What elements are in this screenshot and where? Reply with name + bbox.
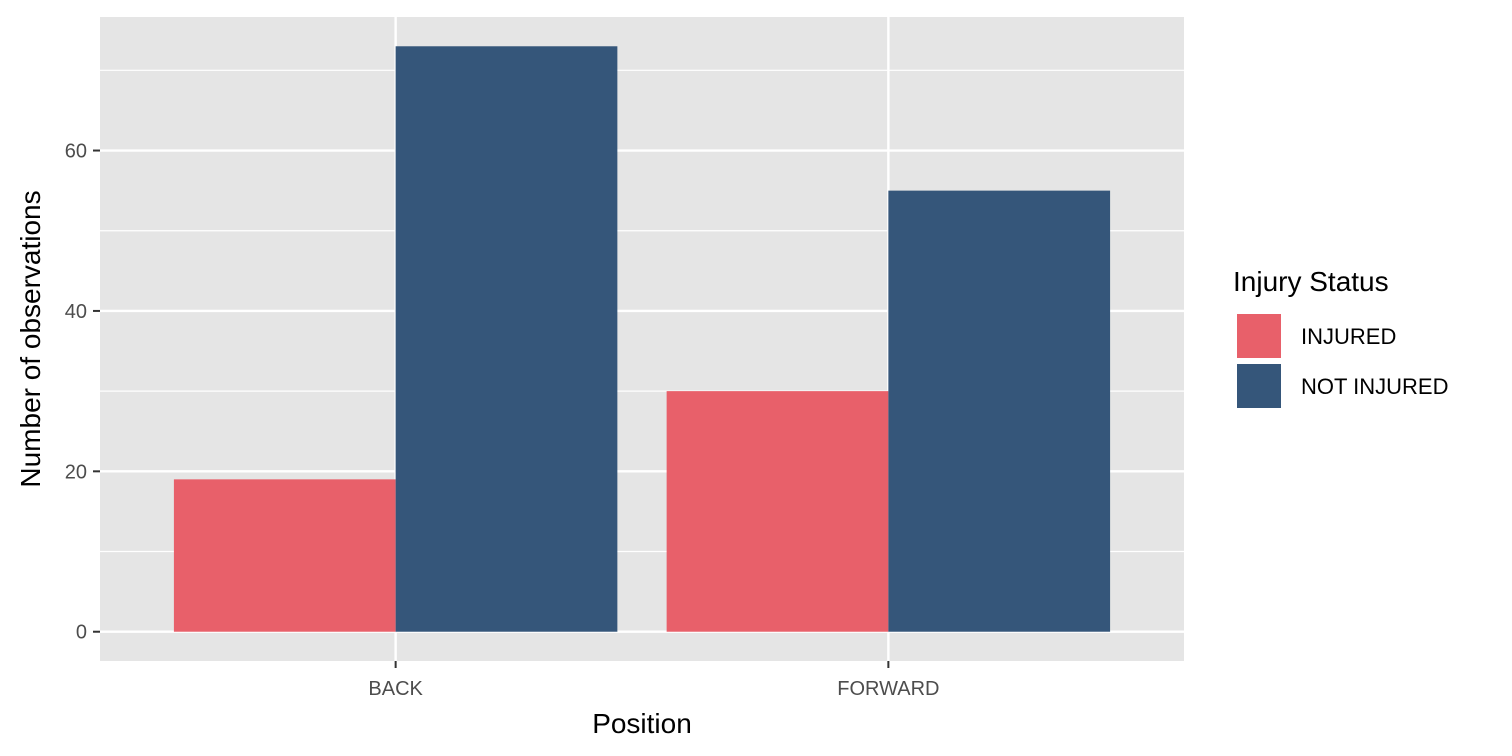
bar-injured-back bbox=[173, 479, 396, 632]
legend-key-not-injured bbox=[1235, 362, 1283, 410]
bars bbox=[173, 46, 1111, 632]
x-tick-label: FORWARD bbox=[837, 678, 939, 700]
legend-key-injured bbox=[1235, 312, 1283, 360]
y-tick-label: 20 bbox=[65, 461, 87, 483]
x-axis-title: Position bbox=[592, 708, 692, 739]
y-tick-label: 0 bbox=[76, 622, 87, 644]
legend: Injury Status INJURED NOT INJURED bbox=[1233, 266, 1449, 410]
bar-injured-forward bbox=[666, 391, 889, 632]
bar-not-injured-forward bbox=[888, 190, 1111, 632]
legend-label: INJURED bbox=[1301, 324, 1396, 349]
legend-title: Injury Status bbox=[1233, 266, 1389, 297]
x-axis: BACK FORWARD bbox=[368, 661, 939, 700]
y-tick-label: 40 bbox=[65, 301, 87, 323]
y-tick-label: 60 bbox=[65, 141, 87, 163]
x-tick-label: BACK bbox=[368, 678, 423, 700]
legend-label: NOT INJURED bbox=[1301, 374, 1449, 399]
y-axis: 0 20 40 60 bbox=[65, 141, 100, 644]
bar-not-injured-back bbox=[395, 46, 618, 632]
y-axis-title: Number of observations bbox=[15, 190, 46, 487]
